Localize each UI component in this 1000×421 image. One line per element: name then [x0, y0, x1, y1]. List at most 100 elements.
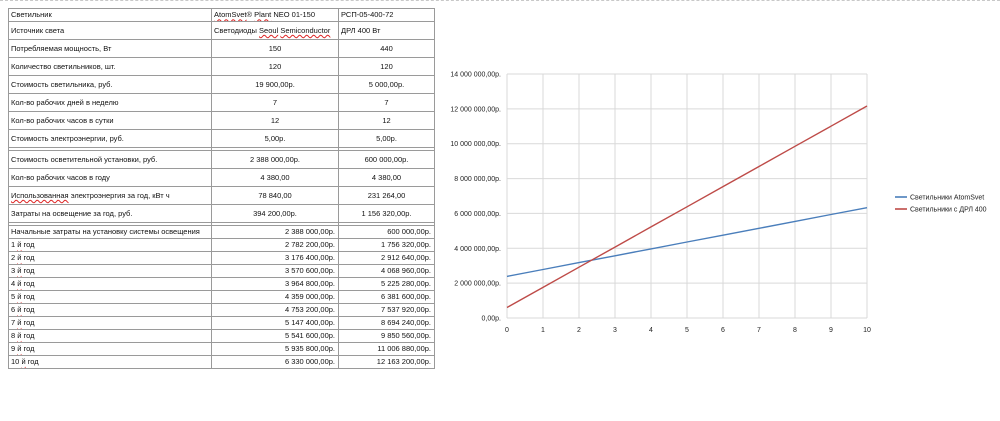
value-cell-drl[interactable]: 4 380,00	[338, 168, 435, 187]
row-label-cell[interactable]: 9 й год	[8, 342, 212, 356]
row-label-cell[interactable]: Стоимость светильника, руб.	[8, 75, 212, 94]
table-row: 4 й год 3 964 800,00р. 5 225 280,00р.	[8, 277, 435, 291]
table-row: Затраты на освещение за год, руб. 394 200…	[8, 204, 435, 223]
table-row: 7 й год 5 147 400,00р. 8 694 240,00р.	[8, 316, 435, 330]
row-label-cell[interactable]: 1 й год	[8, 238, 212, 252]
value-cell-atomsvet[interactable]: 4 753 200,00р.	[211, 303, 339, 317]
value-cell-drl[interactable]: 4 068 960,00р.	[338, 264, 435, 278]
value-cell-drl[interactable]: 1 756 320,00р.	[338, 238, 435, 252]
value-cell-atomsvet[interactable]: 4 380,00	[211, 168, 339, 187]
value-cell-atomsvet[interactable]: Светодиоды Seoul Semiconductor	[211, 21, 339, 40]
row-label-cell[interactable]: 4 й год	[8, 277, 212, 291]
row-label-cell[interactable]: Источник света	[8, 21, 212, 40]
row-label-cell[interactable]: 8 й год	[8, 329, 212, 343]
value-cell-atomsvet[interactable]: 3 964 800,00р.	[211, 277, 339, 291]
value-cell-drl[interactable]: 7 537 920,00р.	[338, 303, 435, 317]
value-cell-atomsvet[interactable]: 19 900,00р.	[211, 75, 339, 94]
table-row: 6 й год 4 753 200,00р. 7 537 920,00р.	[8, 303, 435, 317]
value-cell-drl[interactable]: 7	[338, 93, 435, 112]
value-cell-atomsvet[interactable]: 6 330 000,00р.	[211, 355, 339, 369]
value-cell-atomsvet[interactable]: 7	[211, 93, 339, 112]
value-cell-drl[interactable]: 1 156 320,00р.	[338, 204, 435, 223]
row-label-cell[interactable]: 2 й год	[8, 251, 212, 265]
value-cell-drl[interactable]: 12 163 200,00р.	[338, 355, 435, 369]
value-cell-atomsvet[interactable]: 3 570 600,00р.	[211, 264, 339, 278]
value-cell-atomsvet[interactable]: 5 935 800,00р.	[211, 342, 339, 356]
table-row: Стоимость осветительной установки, руб. 2…	[8, 150, 435, 169]
spellcheck-mark: й	[17, 344, 22, 354]
value-cell-atomsvet[interactable]: 150	[211, 39, 339, 58]
spellcheck-mark: й	[17, 318, 22, 328]
value-cell-atomsvet[interactable]: 12	[211, 111, 339, 130]
spellcheck-mark: й	[17, 292, 22, 302]
spellcheck-mark: й	[17, 305, 22, 315]
value-cell-atomsvet[interactable]: 4 359 000,00р.	[211, 290, 339, 304]
row-label-cell[interactable]: Стоимость электроэнергии, руб.	[8, 129, 212, 148]
value-cell-atomsvet[interactable]: 394 200,00р.	[211, 204, 339, 223]
value-cell-drl[interactable]: 600 000,00р.	[338, 150, 435, 169]
value-cell-drl[interactable]: 600 000,00р.	[338, 225, 435, 239]
table-row: Количество светильников, шт. 120 120	[8, 57, 435, 76]
row-label-cell[interactable]: 5 й год	[8, 290, 212, 304]
table-row: Использованная электроэнергия за год, кВ…	[8, 186, 435, 205]
row-label-cell[interactable]: 6 й год	[8, 303, 212, 317]
value-cell-drl[interactable]: 5 000,00р.	[338, 75, 435, 94]
row-label-cell[interactable]: 10 й год	[8, 355, 212, 369]
value-cell-drl[interactable]: 120	[338, 57, 435, 76]
table-row: Кол-во рабочих часов в году 4 380,00 4 380…	[8, 168, 435, 187]
table-row: Начальные затраты на установку системы о…	[8, 225, 435, 239]
series-line-1	[506, 207, 868, 278]
value-cell-drl[interactable]: 12	[338, 111, 435, 130]
value-cell-drl[interactable]: РСП-05-400-72	[338, 8, 435, 22]
row-label-cell[interactable]: 7 й год	[8, 316, 212, 330]
value-cell-drl[interactable]: 5 225 280,00р.	[338, 277, 435, 291]
row-label-cell[interactable]: Потребляемая мощность, Вт	[8, 39, 212, 58]
x-tick-label: 7	[757, 327, 761, 334]
row-label-cell[interactable]: Светильник	[8, 8, 212, 22]
value-cell-drl[interactable]: 231 264,00	[338, 186, 435, 205]
value-cell-atomsvet[interactable]: 2 388 000,00р.	[211, 225, 339, 239]
value-cell-atomsvet[interactable]: 2 388 000,00р.	[211, 150, 339, 169]
value-cell-drl[interactable]: 11 006 880,00р.	[338, 342, 435, 356]
row-label-cell[interactable]: 3 й год	[8, 264, 212, 278]
x-tick-label: 4	[649, 327, 653, 334]
row-label-cell[interactable]: Использованная электроэнергия за год, кВ…	[8, 186, 212, 205]
spellcheck-mark: й	[17, 279, 22, 289]
value-cell-drl[interactable]: 5,00р.	[338, 129, 435, 148]
page-top-border	[0, 0, 1000, 1]
value-cell-atomsvet[interactable]: 5,00р.	[211, 129, 339, 148]
value-cell-drl[interactable]: 9 850 560,00р.	[338, 329, 435, 343]
spellcheck-mark: й	[17, 331, 22, 341]
x-tick-label: 3	[613, 327, 617, 334]
value-cell-atomsvet[interactable]: AtomSvet® Plant NEO 01-150	[211, 8, 339, 22]
value-cell-atomsvet[interactable]: 5 541 600,00р.	[211, 329, 339, 343]
x-tick-label: 0	[505, 327, 509, 334]
row-label-cell[interactable]: Количество светильников, шт.	[8, 57, 212, 76]
value-cell-drl[interactable]: 2 912 640,00р.	[338, 251, 435, 265]
spellcheck-mark: й	[21, 357, 26, 367]
value-cell-atomsvet[interactable]: 120	[211, 57, 339, 76]
spreadsheet-table: Светильник AtomSvet® Plant NEO 01-150 РСП-…	[8, 8, 435, 369]
value-cell-atomsvet[interactable]: 2 782 200,00р.	[211, 238, 339, 252]
series-line-2	[506, 105, 868, 309]
table-row: Светильник AtomSvet® Plant NEO 01-150 РСП-…	[8, 8, 435, 22]
table-row: 10 й год 6 330 000,00р. 12 163 200,00р.	[8, 355, 435, 369]
spellcheck-mark: Semiconductor	[280, 25, 331, 35]
value-cell-atomsvet[interactable]: 5 147 400,00р.	[211, 316, 339, 330]
value-cell-drl[interactable]: 8 694 240,00р.	[338, 316, 435, 330]
value-cell-drl[interactable]: ДРЛ 400 Вт	[338, 21, 435, 40]
row-label-cell[interactable]: Кол-во рабочих часов в сутки	[8, 111, 212, 130]
value-cell-atomsvet[interactable]: 3 176 400,00р.	[211, 251, 339, 265]
value-cell-drl[interactable]: 440	[338, 39, 435, 58]
row-label-cell[interactable]: Начальные затраты на установку системы о…	[8, 225, 212, 239]
value-cell-atomsvet[interactable]: 78 840,00	[211, 186, 339, 205]
x-tick-label: 6	[721, 327, 725, 334]
row-label-cell[interactable]: Кол-во рабочих часов в году	[8, 168, 212, 187]
chart-area: 0,00р. 2 000 000,00р. 4 000 000,00р. 6 000 …	[437, 60, 987, 348]
y-tick-label: 8 000 000,00р.	[454, 176, 501, 183]
y-tick-label: 14 000 000,00р.	[450, 72, 501, 79]
row-label-cell[interactable]: Кол-во рабочих дней в неделю	[8, 93, 212, 112]
value-cell-drl[interactable]: 6 381 600,00р.	[338, 290, 435, 304]
row-label-cell[interactable]: Стоимость осветительной установки, руб.	[8, 150, 212, 169]
row-label-cell[interactable]: Затраты на освещение за год, руб.	[8, 204, 212, 223]
